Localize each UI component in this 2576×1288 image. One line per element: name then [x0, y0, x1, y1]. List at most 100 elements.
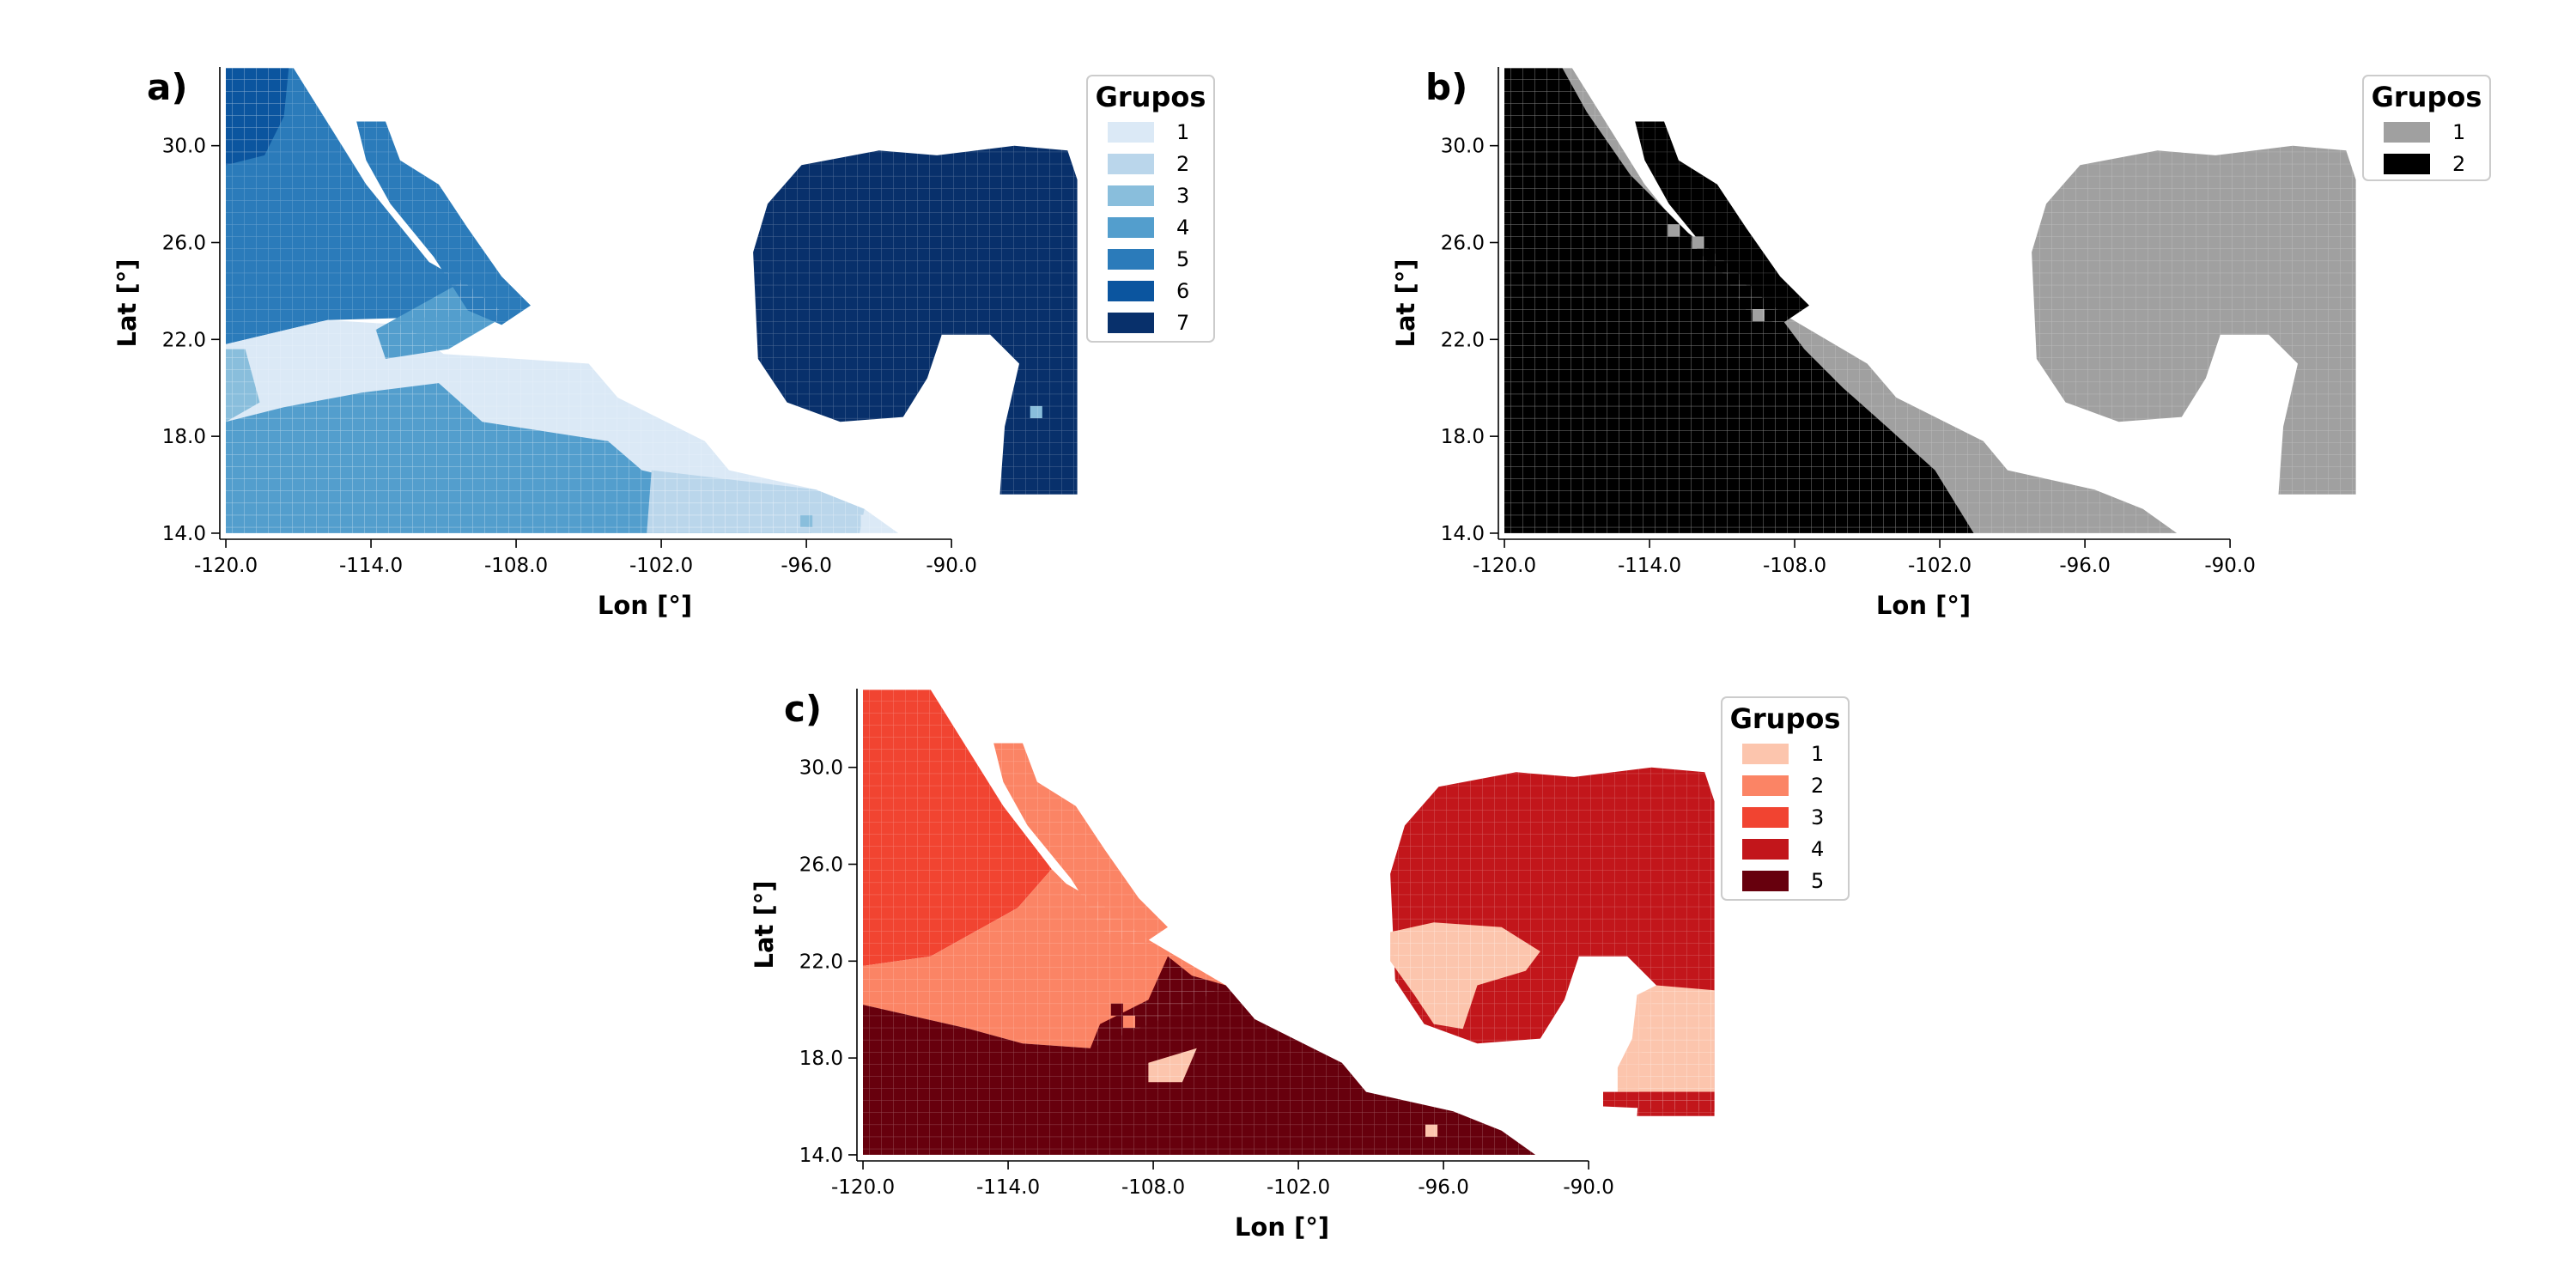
- grid-overlay-a-2: [226, 68, 289, 166]
- grid-overlay-a-9: [753, 145, 1078, 495]
- panel-label-a: a): [147, 66, 188, 108]
- y-tick-label-c-3: 22.0: [799, 951, 843, 973]
- x-tick-label-a-2: -114.0: [339, 555, 403, 577]
- legend-swatch-c-4: [1742, 839, 1789, 860]
- grid-overlay-c-4: [993, 743, 1168, 947]
- y-tick-label-c-1: 14.0: [799, 1145, 843, 1167]
- legend-label-a-2: 2: [1176, 152, 1189, 176]
- legend-entries-b: 12: [2384, 120, 2465, 176]
- grid-overlay-c-2: [863, 869, 1226, 1048]
- legend-label-a-6: 6: [1176, 279, 1189, 303]
- y-axis-label-b: Lat [°]: [1391, 258, 1420, 347]
- grid-overlay-c-8: [1603, 1091, 1715, 1112]
- y-tick-label-b-4: 26.0: [1441, 232, 1485, 254]
- y-axis-a: 14.0 18.0 22.0 26.0 30.0: [162, 67, 221, 545]
- map-cells-b: [1504, 68, 2356, 533]
- legend-swatch-a-5: [1108, 249, 1154, 270]
- x-tick-label-a-5: -96.0: [781, 555, 832, 577]
- legend-title-c: Grupos: [1730, 702, 1841, 735]
- legend-swatch-a-7: [1108, 313, 1154, 333]
- grid-overlay-a-1: [226, 68, 507, 344]
- legend-a: Grupos 1 2 3 4 5 6 7: [1086, 75, 1215, 343]
- x-tick-label-c-4: -102.0: [1267, 1176, 1330, 1199]
- panel-label-c: c): [784, 688, 822, 730]
- legend-label-c-2: 2: [1811, 774, 1824, 798]
- cell-grid-a: [226, 68, 1078, 533]
- legend-label-c-1: 1: [1811, 742, 1824, 766]
- x-axis-label-c: Lon [°]: [1235, 1212, 1329, 1242]
- x-axis-label-a: Lon [°]: [598, 591, 692, 620]
- x-tick-label-b-6: -90.0: [2204, 555, 2256, 577]
- x-axis-c: -120.0 -114.0 -108.0 -102.0 -96.0 -90.0: [831, 1160, 1614, 1199]
- legend-label-a-5: 5: [1176, 247, 1189, 271]
- legend-label-c-5: 5: [1811, 869, 1824, 893]
- legend-swatch-a-1: [1108, 122, 1154, 143]
- y-tick-label-a-5: 30.0: [162, 136, 206, 158]
- x-tick-label-c-2: -114.0: [976, 1176, 1040, 1199]
- grid-overlay-a-6: [647, 470, 865, 533]
- legend-swatch-b-2: [2384, 154, 2430, 174]
- y-tick-label-b-3: 22.0: [1441, 329, 1485, 351]
- panel-a: -120.0 -114.0 -108.0 -102.0 -96.0 -90.0 14.01…: [112, 66, 1215, 620]
- legend-swatch-a-2: [1108, 154, 1154, 174]
- legend-swatch-c-1: [1742, 744, 1789, 764]
- legend-swatch-c-5: [1742, 871, 1789, 891]
- x-tick-label-a-3: -108.0: [484, 555, 548, 577]
- legend-label-a-3: 3: [1176, 184, 1189, 208]
- x-axis-a: -120.0 -114.0 -108.0 -102.0 -96.0 -90.0: [194, 538, 977, 577]
- y-tick-label-b-5: 30.0: [1441, 136, 1485, 158]
- grid-overlay-c-3: [863, 956, 1536, 1155]
- legend-frame-a: [1086, 75, 1215, 343]
- grid-overlay-c-6: [1390, 922, 1540, 1030]
- x-tick-label-a-6: -90.0: [926, 555, 977, 577]
- y-axis-c: 14.0 18.0 22.0 26.0 30.0: [799, 689, 858, 1167]
- y-axis-label-c: Lat [°]: [750, 880, 779, 969]
- cell-grid-b: [1504, 68, 2356, 533]
- legend-label-a-7: 7: [1176, 311, 1189, 335]
- x-tick-label-b-1: -120.0: [1473, 555, 1536, 577]
- legend-title-a: Grupos: [1096, 81, 1206, 113]
- panel-label-b: b): [1425, 66, 1467, 108]
- legend-entries-a: 1 2 3 4 5 6 7: [1108, 120, 1189, 335]
- grid-overlay-b-4: [2032, 145, 2356, 495]
- y-tick-label-a-2: 18.0: [162, 426, 206, 448]
- legend-title-b: Grupos: [2372, 81, 2482, 113]
- legend-label-b-1: 1: [2452, 120, 2465, 144]
- y-tick-label-a-4: 26.0: [162, 232, 206, 254]
- legend-label-a-1: 1: [1176, 120, 1189, 144]
- y-axis-label-a: Lat [°]: [112, 258, 142, 347]
- x-tick-label-c-5: -96.0: [1418, 1176, 1469, 1199]
- panel-c: -120.0 -114.0 -108.0 -102.0 -96.0 -90.0 14.01…: [750, 688, 1850, 1242]
- legend-swatch-b-1: [2384, 122, 2430, 143]
- grid-overlay-c-9: [1148, 1048, 1197, 1083]
- x-tick-label-a-1: -120.0: [194, 555, 258, 577]
- map-cells-c: [863, 690, 1715, 1155]
- legend-swatch-a-4: [1108, 217, 1154, 238]
- map-cells-a: [226, 68, 1078, 533]
- x-tick-label-b-5: -96.0: [2059, 555, 2111, 577]
- x-tick-label-b-4: -102.0: [1908, 555, 1971, 577]
- x-tick-label-a-4: -102.0: [629, 555, 693, 577]
- x-axis-label-b: Lon [°]: [1876, 591, 1971, 620]
- legend-entries-c: 1 2 3 4 5: [1742, 742, 1824, 893]
- cell-grid-c: [863, 690, 1715, 1155]
- legend-label-a-4: 4: [1176, 216, 1189, 240]
- y-tick-label-c-4: 26.0: [799, 854, 843, 876]
- panel-b: -120.0 -114.0 -108.0 -102.0 -96.0 -90.0 14.01…: [1391, 66, 2491, 620]
- legend-swatch-c-2: [1742, 775, 1789, 796]
- x-axis-b: -120.0 -114.0 -108.0 -102.0 -96.0 -90.0: [1473, 538, 2256, 577]
- x-tick-label-b-2: -114.0: [1618, 555, 1681, 577]
- grid-overlay-c-1: [863, 690, 1052, 966]
- grid-overlay-a-8: [356, 121, 531, 325]
- y-tick-label-c-2: 18.0: [799, 1048, 843, 1070]
- legend-swatch-c-3: [1742, 807, 1789, 828]
- x-tick-label-c-1: -120.0: [831, 1176, 895, 1199]
- x-tick-label-b-3: -108.0: [1763, 555, 1826, 577]
- legend-label-b-2: 2: [2452, 152, 2465, 176]
- y-tick-label-a-3: 22.0: [162, 329, 206, 351]
- grid-overlay-c-7: [1617, 985, 1715, 1092]
- y-axis-b: 14.0 18.0 22.0 26.0 30.0: [1441, 67, 1499, 545]
- grid-overlay-c-5: [1390, 767, 1715, 1116]
- grid-overlay-a-5: [226, 349, 260, 422]
